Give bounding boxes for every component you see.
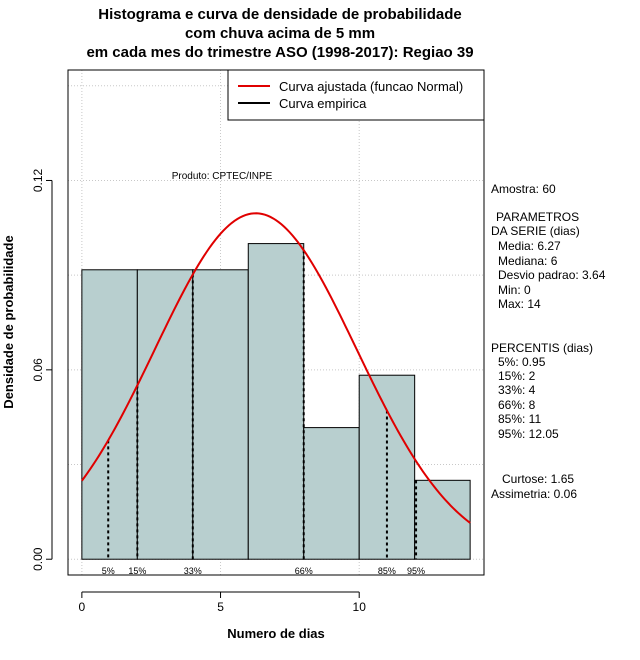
histogram-bar [414,479,471,560]
y-tick-label: 0.00 [31,547,45,571]
x-tick-label: 10 [353,600,367,614]
stat-p95: 95%: 12.05 [498,427,559,441]
percentile-label: 33% [184,566,202,576]
percentiles-header: PERCENTIS (dias) [491,341,594,355]
percentile-label: 85% [378,566,396,576]
stat-p15: 15%: 2 [498,369,536,383]
histogram-bar [192,269,249,560]
x-axis-label: Numero de dias [227,626,325,641]
product-credit: Produto: CPTEC/INPE [172,171,273,182]
histogram-bar [303,427,360,560]
chart-title-line-1: Histograma e curva de densidade de proba… [98,6,462,23]
stat-p33: 33%: 4 [498,383,536,397]
stat-p85: 85%: 11 [498,412,542,426]
y-tick-label: 0.06 [31,358,45,382]
percentile-label: 15% [128,566,146,576]
params-subheader: DA SERIE (dias) [491,224,580,238]
chart-title-line-2: com chuva acima de 5 mm [184,25,376,42]
histogram-bar [136,269,194,560]
legend-fitted-label: Curva ajustada (funcao Normal) [279,79,463,94]
stat-sd: Desvio padrao: 3.64 [498,268,606,282]
histogram-bar [81,269,138,560]
legend-box [227,69,485,121]
axes: 0 5 10 0.00 0.06 0.12 [31,168,366,614]
stat-mean: Media: 6.27 [498,239,561,253]
stat-max: Max: 14 [498,297,541,311]
histogram-bar [247,243,305,560]
stat-p5: 5%: 0.95 [498,355,546,369]
params-header: PARAMETROS [496,210,580,224]
percentile-label: 95% [407,566,425,576]
normal-fit-curve [81,212,471,524]
stat-kurtosis: Curtose: 1.65 [502,472,575,486]
x-tick-label: 0 [79,600,86,614]
stat-p66: 66%: 8 [498,398,536,412]
percentile-label: 5% [102,566,115,576]
stat-min: Min: 0 [498,283,531,297]
stat-median: Mediana: 6 [498,254,558,268]
percentile-label: 66% [295,566,313,576]
stat-skewness: Assimetria: 0.06 [491,487,578,501]
percentile-lines: 5% 15% 33% 66% 85% 95% [102,250,425,576]
stat-sample: Amostra: 60 [491,182,556,196]
histogram-bars [81,243,471,560]
x-tick-label: 5 [217,600,224,614]
y-axis-label: Densidade de probabilidade [1,235,16,408]
legend: Curva ajustada (funcao Normal) Curva emp… [227,69,485,121]
legend-empirical-label: Curva empirica [279,96,367,111]
y-tick-label: 0.12 [31,168,45,192]
chart-title-line-3: em cada mes do trimestre ASO (1998-2017)… [86,44,474,61]
